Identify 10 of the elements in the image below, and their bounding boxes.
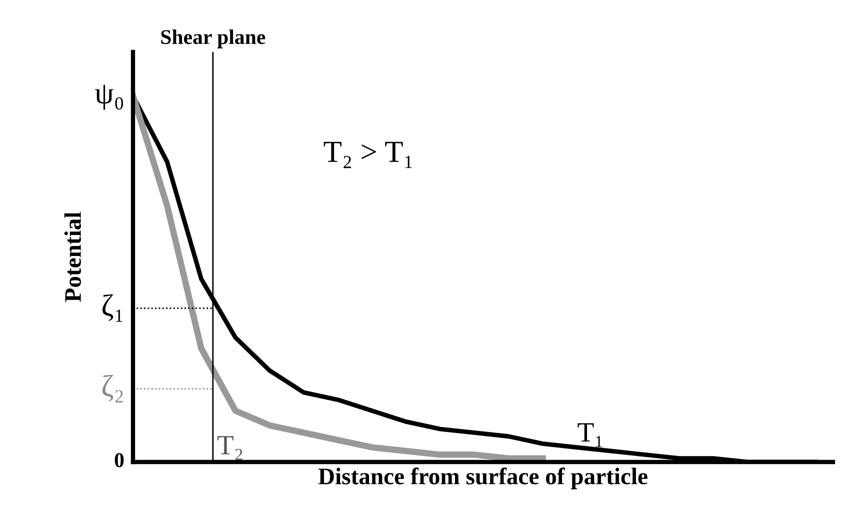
series-label: T₂ [217, 436, 242, 460]
ref-line-label: ζ₂ [102, 374, 123, 402]
text: ψ₀ [95, 84, 124, 110]
annotation: T₂ > T₁ [324, 142, 412, 168]
text: 0 [114, 453, 124, 468]
y-axis-title: Potential [64, 212, 81, 302]
ref-line-label: ζ₁ [102, 294, 122, 322]
x-axis-title: Distance from surface of particle [318, 468, 648, 490]
text: Shear plane [161, 29, 266, 48]
series-label: T₁ [578, 423, 602, 447]
